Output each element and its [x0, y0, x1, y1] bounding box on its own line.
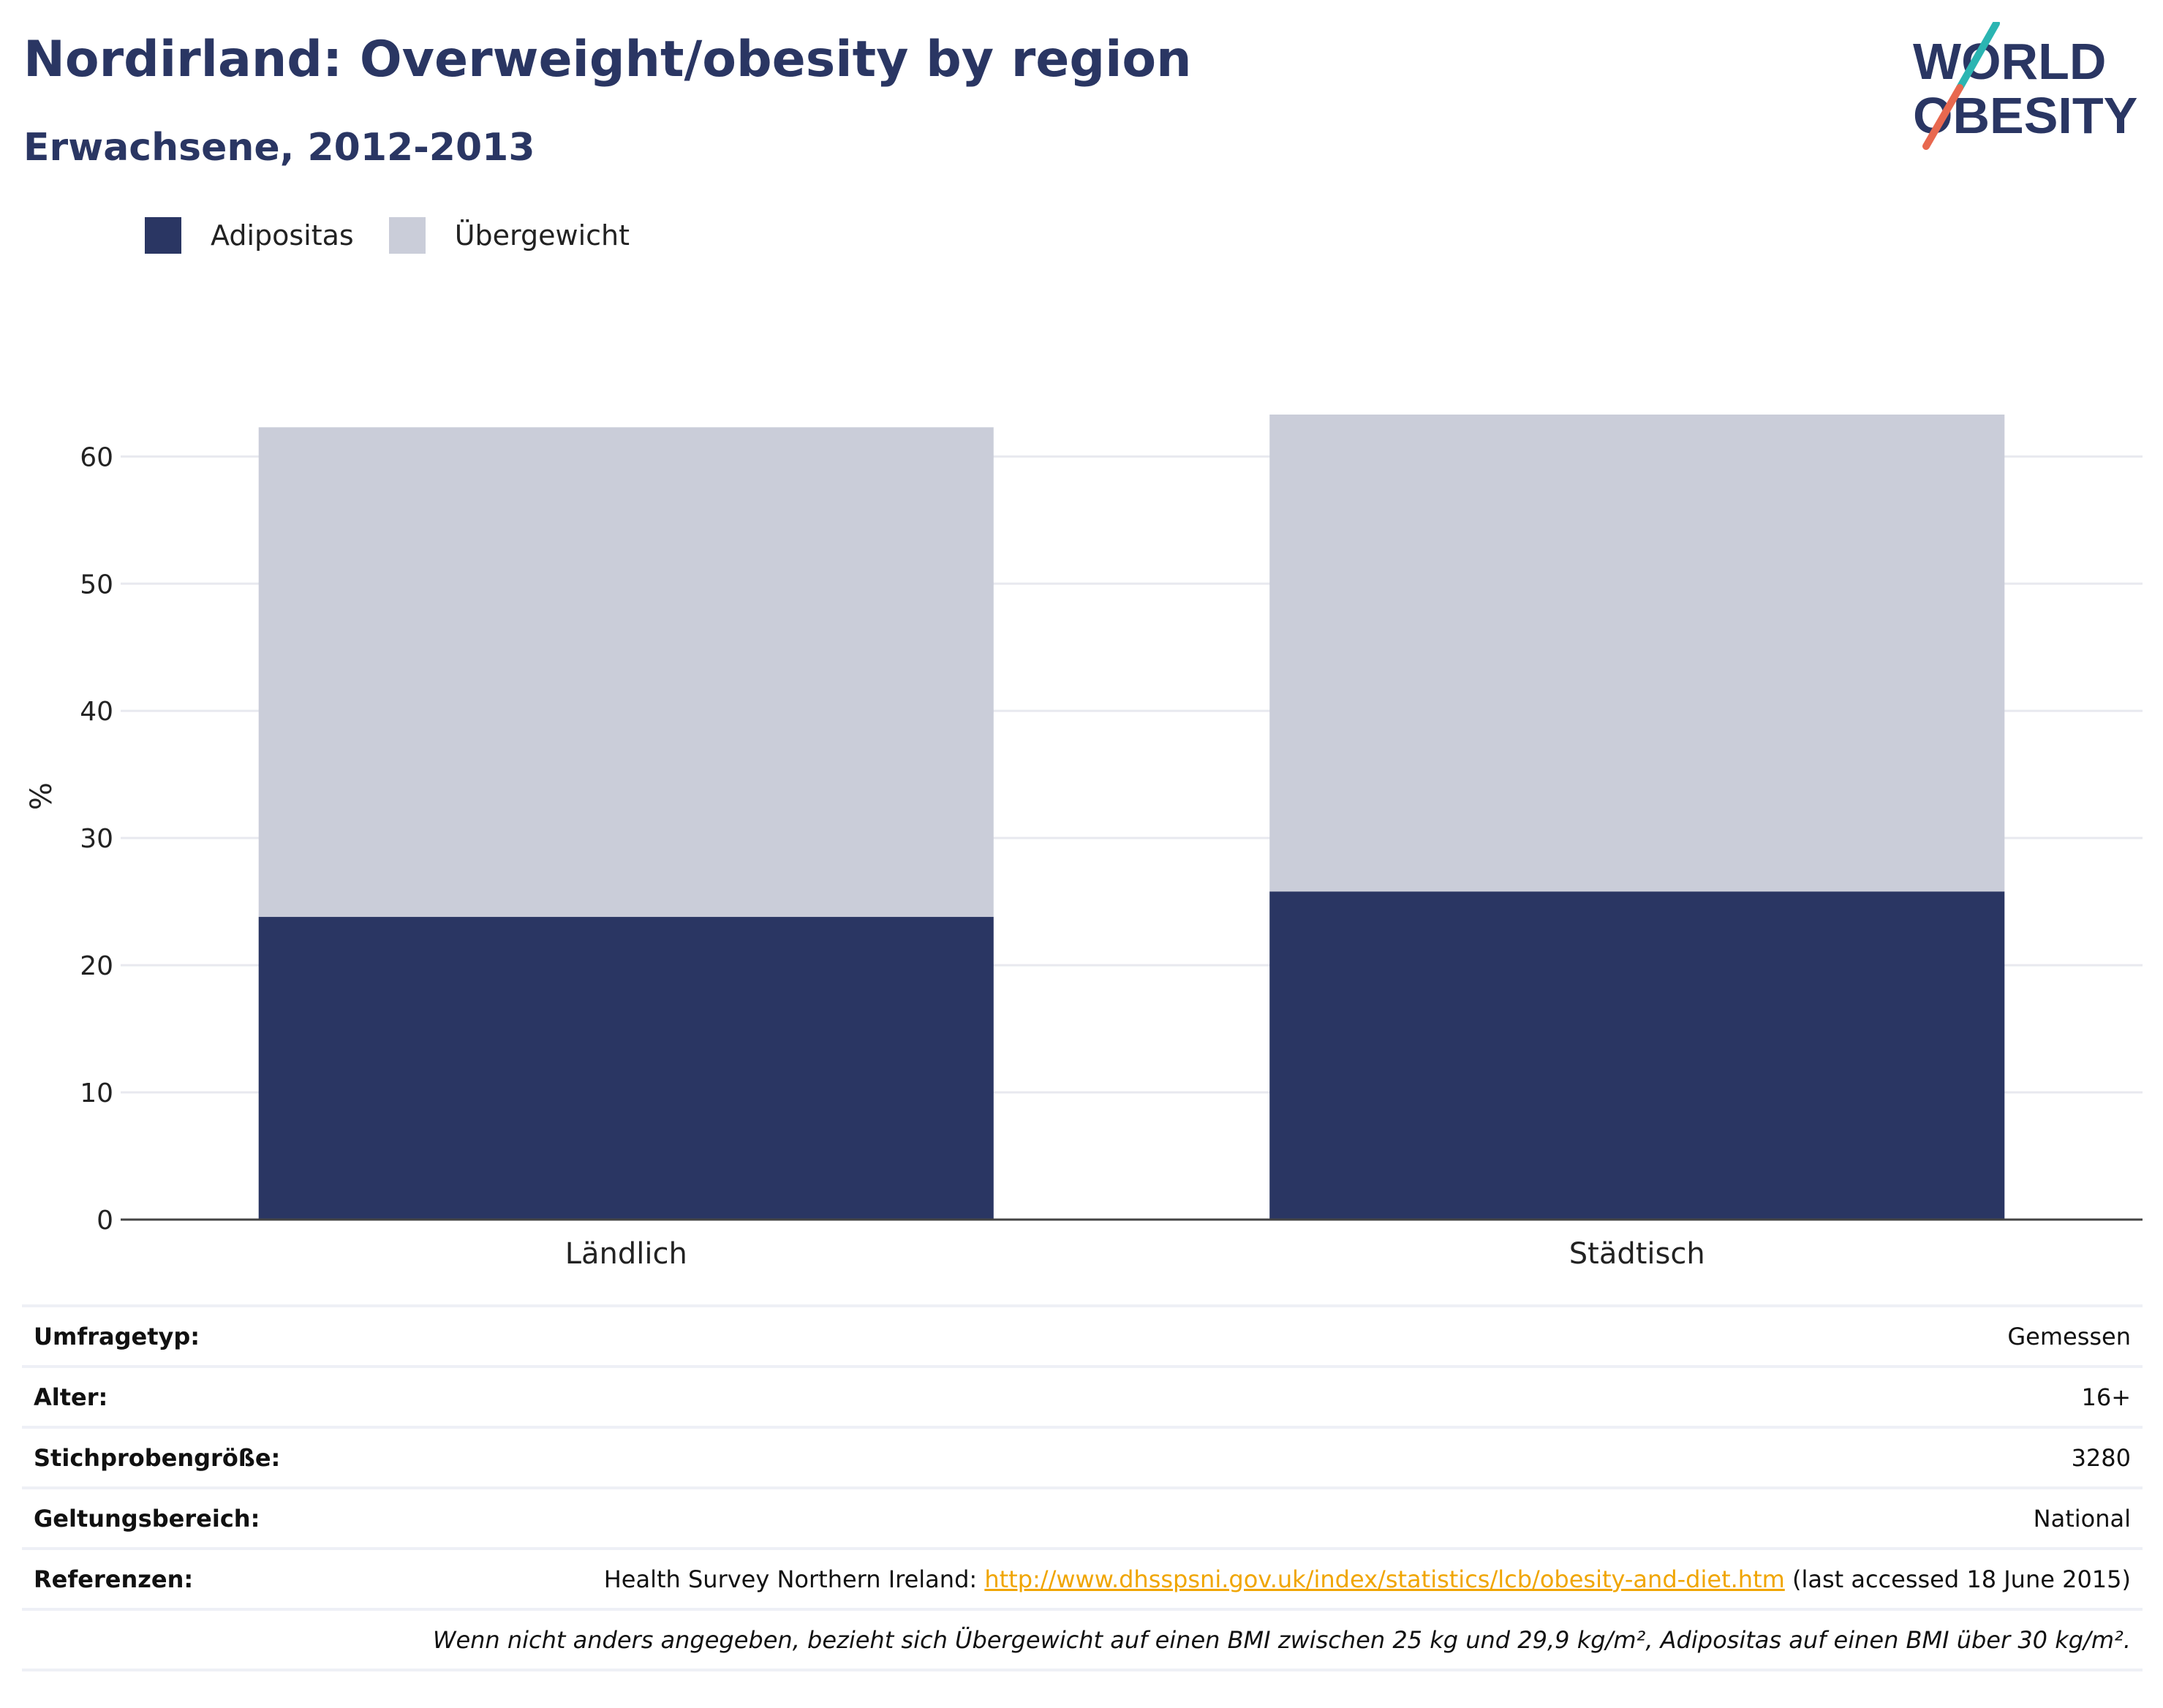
- info-label: Stichprobengröße:: [34, 1443, 281, 1472]
- legend-item-uebergewicht[interactable]: Übergewicht: [388, 217, 630, 254]
- reference-link[interactable]: http://www.dhsspsni.gov.uk/index/statist…: [984, 1565, 1785, 1593]
- legend-item-adipositas[interactable]: Adipositas: [145, 217, 354, 254]
- info-value: Gemessen: [2007, 1322, 2131, 1350]
- legend-swatch-uebergewicht: [388, 217, 426, 254]
- legend-swatch-adipositas: [145, 217, 181, 254]
- info-row-scope: Geltungsbereich: National: [22, 1486, 2143, 1547]
- y-tick-label: 60: [80, 442, 113, 472]
- reference-suffix: (last accessed 18 June 2015): [1784, 1565, 2131, 1593]
- info-value: 3280: [2071, 1443, 2131, 1472]
- info-value: National: [2033, 1504, 2131, 1533]
- logo-slash-top: [1956, 22, 2000, 91]
- x-tick-label: Städtisch: [1569, 1237, 1705, 1271]
- y-tick-label: 0: [97, 1206, 113, 1236]
- info-row-note: Wenn nicht anders angegeben, bezieht sic…: [22, 1608, 2143, 1671]
- info-row-age: Alter: 16+: [22, 1365, 2143, 1426]
- y-tick-label: 50: [80, 570, 113, 600]
- logo-slash-bottom: [1922, 84, 1963, 150]
- logo-line2: OBESITY: [1913, 87, 2137, 144]
- bar-uebergewicht: [1269, 414, 2005, 892]
- info-label: Referenzen:: [34, 1565, 194, 1593]
- definition-note: Wenn nicht anders angegeben, bezieht sic…: [432, 1625, 2131, 1654]
- x-tick-label: Ländlich: [565, 1237, 687, 1271]
- legend: Adipositas Übergewicht: [145, 214, 665, 257]
- bar-adipositas: [258, 917, 994, 1220]
- reference-prefix: Health Survey Northern Ireland:: [603, 1565, 985, 1593]
- y-tick-label: 40: [80, 697, 113, 727]
- y-tick-label: 10: [80, 1078, 113, 1108]
- bar-adipositas: [1269, 891, 2005, 1220]
- info-label: Geltungsbereich:: [34, 1504, 260, 1533]
- info-table: Umfragetyp: Gemessen Alter: 16+ Stichpro…: [22, 1304, 2143, 1671]
- stacked-bar-chart: 0 10 20 30 40 50 60 Ländlich Städtisch%: [25, 414, 2143, 1271]
- info-label: Umfragetyp:: [34, 1322, 200, 1350]
- info-row-references: Referenzen: Health Survey Northern Irela…: [22, 1547, 2143, 1608]
- legend-label-adipositas: Adipositas: [211, 219, 354, 252]
- page-subtitle: Erwachsene, 2012-2013: [23, 126, 535, 170]
- info-row-sample-size: Stichprobengröße: 3280: [22, 1426, 2143, 1486]
- world-obesity-logo: WORLD OBESITY: [1913, 22, 2137, 150]
- y-axis-label: %: [25, 782, 58, 810]
- y-tick-label: 30: [80, 824, 113, 854]
- bar-uebergewicht: [258, 427, 994, 918]
- references-value: Health Survey Northern Ireland: http://w…: [604, 1565, 2131, 1593]
- page-title: Nordirland: Overweight/obesity by region: [23, 31, 1192, 88]
- logo-line1: WORLD: [1913, 33, 2106, 90]
- info-row-survey-type: Umfragetyp: Gemessen: [22, 1304, 2143, 1365]
- legend-label-uebergewicht: Übergewicht: [454, 219, 630, 252]
- info-value: 16+: [2081, 1383, 2131, 1411]
- y-tick-label: 20: [80, 951, 113, 981]
- info-label: Alter:: [34, 1383, 108, 1411]
